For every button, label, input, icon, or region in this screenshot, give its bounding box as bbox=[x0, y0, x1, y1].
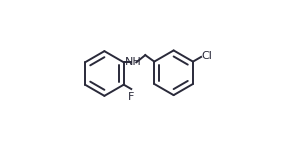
Text: Cl: Cl bbox=[202, 51, 213, 61]
Text: NH: NH bbox=[125, 57, 141, 67]
Text: F: F bbox=[128, 92, 134, 102]
